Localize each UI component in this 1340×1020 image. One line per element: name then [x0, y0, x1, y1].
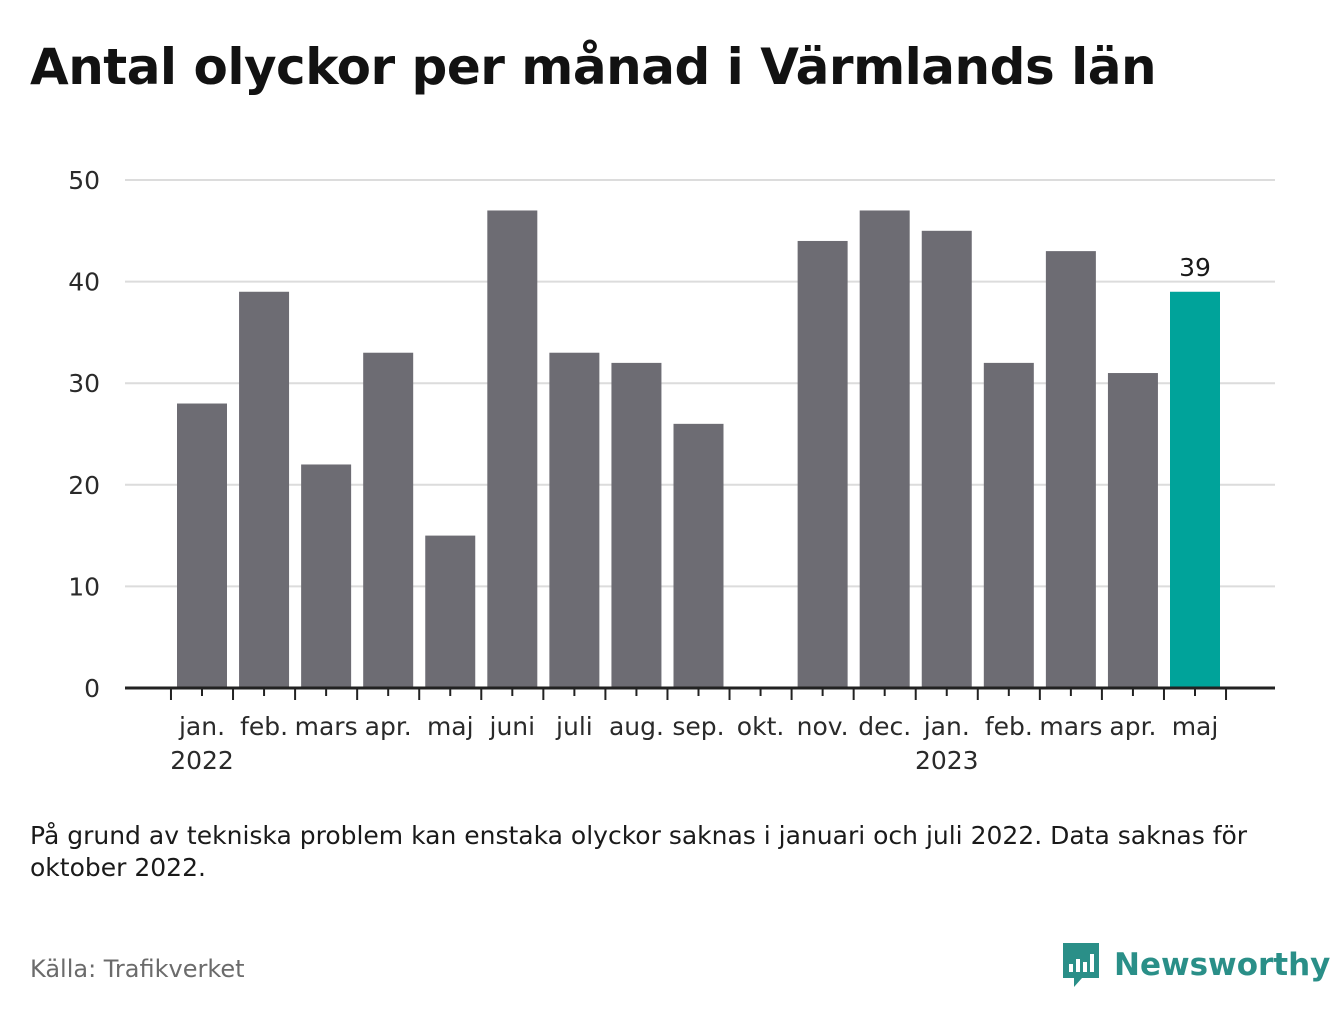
x-axis [125, 686, 1275, 700]
bar-4 [425, 535, 476, 688]
bar-3 [363, 352, 414, 688]
bar-14 [1045, 251, 1096, 688]
y-tick-label: 10 [68, 572, 100, 601]
bar-8 [673, 423, 724, 688]
x-tick-label: feb. [240, 712, 288, 741]
bar-11 [859, 210, 910, 689]
newsworthy-logo-icon [1063, 943, 1099, 987]
x-tick-label: maj [1172, 712, 1219, 741]
x-tick-label: nov. [797, 712, 849, 741]
y-tick-label: 30 [68, 369, 100, 398]
bars [177, 210, 1220, 689]
bar-12 [921, 230, 972, 689]
year-label: 2023 [915, 746, 979, 775]
x-tick-label: aug. [609, 712, 664, 741]
footnote: På grund av tekniska problem kan enstaka… [30, 821, 1248, 882]
data-label: 39 [1179, 253, 1211, 282]
x-tick-label: mars [295, 712, 358, 741]
y-tick-label: 50 [68, 166, 100, 195]
x-tick-label: apr. [1109, 712, 1156, 741]
bar-2 [301, 464, 352, 688]
bar-16 [1170, 291, 1220, 688]
bar-0 [177, 403, 227, 688]
y-tick-label: 40 [68, 268, 100, 297]
bar-6 [549, 352, 600, 688]
source-credit: Källa: Trafikverket [30, 955, 245, 983]
newsworthy-logo: Newsworthy [1060, 940, 1330, 990]
x-tick-label: juni [489, 712, 536, 741]
x-tick-label: jan. [178, 712, 225, 741]
bar-13 [983, 362, 1034, 688]
bar-10 [797, 240, 848, 688]
bar-7 [611, 362, 662, 688]
newsworthy-logo-text: Newsworthy [1114, 947, 1331, 983]
y-tick-label: 0 [84, 674, 100, 703]
bar-5 [487, 210, 538, 689]
x-tick-label: jan. [923, 712, 970, 741]
x-tick-label: dec. [858, 712, 911, 741]
bar-15 [1107, 373, 1158, 688]
y-tick-label: 20 [68, 471, 100, 500]
x-tick-label: maj [427, 712, 474, 741]
x-tick-label: apr. [365, 712, 412, 741]
bar-1 [239, 291, 290, 688]
x-tick-label: mars [1039, 712, 1102, 741]
x-tick-label: okt. [737, 712, 785, 741]
x-tick-label: sep. [672, 712, 724, 741]
year-label: 2022 [170, 746, 234, 775]
x-tick-label: feb. [985, 712, 1033, 741]
chart-title: Antal olyckor per månad i Värmlands län [30, 38, 1157, 96]
x-tick-label: juli [555, 712, 593, 741]
